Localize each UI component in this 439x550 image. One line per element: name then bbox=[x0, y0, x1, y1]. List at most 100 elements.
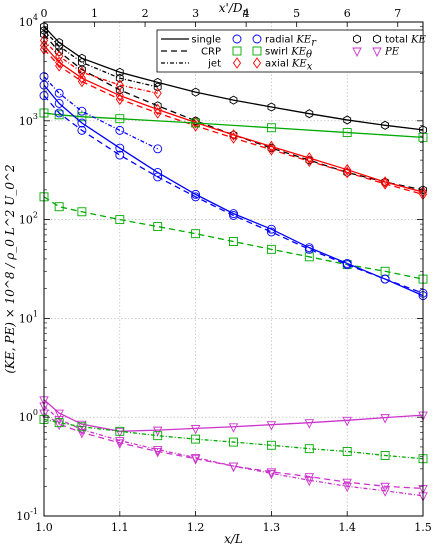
top-tick-label: 0 bbox=[41, 7, 48, 20]
triangle_down-marker bbox=[342, 416, 352, 427]
y-axis-label: (KE, PE) × 10^8 / ρ_0 L^2 U_0^2 bbox=[3, 164, 17, 373]
triangle_down-marker bbox=[266, 469, 277, 480]
y-tick-label: 10-1 bbox=[16, 507, 38, 523]
hexagon-marker bbox=[229, 130, 238, 140]
square-marker bbox=[380, 451, 390, 460]
legend-box bbox=[156, 29, 424, 73]
legend-style-label: CRP bbox=[201, 47, 221, 58]
series-line bbox=[43, 48, 424, 196]
triangle_down-marker bbox=[54, 409, 64, 420]
hexagon-marker bbox=[115, 67, 124, 77]
diamond-marker bbox=[153, 103, 162, 116]
square-marker bbox=[115, 215, 125, 225]
top-x-axis-label: x'/Dp bbox=[219, 1, 249, 18]
square-marker bbox=[266, 244, 276, 254]
top-tick-label: 4 bbox=[243, 7, 250, 20]
hexagon-marker bbox=[77, 57, 86, 67]
square-marker bbox=[266, 440, 276, 450]
series-jet bbox=[39, 402, 428, 502]
circle-marker bbox=[266, 227, 276, 237]
square-marker bbox=[191, 229, 201, 239]
legend-style-label: single bbox=[191, 35, 221, 46]
hexagon-marker bbox=[153, 82, 162, 92]
diamond-marker bbox=[153, 87, 162, 100]
hexagon-marker bbox=[77, 53, 86, 63]
square-marker bbox=[54, 418, 64, 428]
hexagon-marker bbox=[305, 109, 314, 119]
series-jet bbox=[39, 414, 428, 464]
triangle_down-marker bbox=[352, 47, 362, 58]
circle-marker bbox=[252, 34, 262, 44]
square-marker bbox=[191, 118, 201, 128]
circle-marker bbox=[380, 274, 390, 284]
circle-marker bbox=[77, 118, 87, 128]
triangle_down-marker bbox=[304, 476, 315, 487]
triangle_down-marker bbox=[380, 482, 390, 493]
x-tick-label: 1.2 bbox=[187, 521, 205, 534]
series-line bbox=[43, 26, 424, 131]
square-marker bbox=[304, 444, 314, 454]
circle-marker bbox=[77, 125, 87, 135]
top-tick-label: 2 bbox=[142, 7, 149, 20]
y-tick-label: 102 bbox=[19, 211, 38, 227]
hexagon-marker bbox=[55, 41, 64, 51]
hexagon-marker bbox=[381, 177, 390, 187]
legend-component-label: axial KEx bbox=[265, 59, 313, 73]
circle-marker bbox=[115, 150, 125, 160]
square-marker bbox=[342, 447, 352, 456]
square-marker bbox=[304, 252, 314, 262]
top-tick-label: 5 bbox=[293, 7, 300, 20]
legend-component-label: PE bbox=[384, 47, 400, 58]
series-jet bbox=[39, 34, 162, 100]
series-line bbox=[43, 40, 158, 94]
legend-component-label: swirl KEθ bbox=[265, 47, 312, 61]
y-tick-label: 101 bbox=[19, 309, 38, 325]
top-tick-label: 7 bbox=[394, 7, 401, 20]
diamond-marker bbox=[55, 56, 64, 69]
triangle_down-marker bbox=[152, 426, 163, 437]
diamond-marker bbox=[305, 155, 314, 167]
square-marker bbox=[115, 426, 125, 436]
legend-style-label: jet bbox=[207, 59, 221, 70]
diamond-marker bbox=[381, 178, 390, 190]
legend-component-label: radial KEr bbox=[265, 35, 317, 49]
series-line bbox=[43, 405, 424, 497]
hexagon-marker bbox=[381, 120, 390, 130]
square-marker bbox=[229, 437, 238, 447]
triangle_down-marker bbox=[77, 420, 87, 431]
plot-frame bbox=[43, 21, 424, 517]
diamond-marker bbox=[77, 75, 86, 88]
diamond-marker bbox=[343, 163, 352, 176]
x-tick-label: 1.1 bbox=[111, 521, 129, 534]
circle-marker bbox=[232, 34, 242, 44]
x-tick-label: 1.0 bbox=[35, 521, 53, 534]
series-single bbox=[39, 80, 428, 301]
y-tick-label: 104 bbox=[19, 13, 38, 29]
hexagon-marker bbox=[229, 95, 238, 105]
series-crp bbox=[39, 192, 428, 284]
diamond-marker bbox=[77, 66, 86, 79]
diamond-marker bbox=[191, 116, 200, 129]
triangle_down-marker bbox=[228, 423, 239, 433]
hexagon-marker bbox=[267, 102, 276, 112]
x-tick-label: 1.5 bbox=[414, 521, 432, 534]
circle-marker bbox=[54, 108, 64, 118]
series-line bbox=[43, 84, 424, 297]
series-line bbox=[43, 418, 424, 460]
diamond-marker bbox=[305, 152, 314, 164]
data-series bbox=[39, 22, 428, 502]
triangle_down-marker bbox=[380, 487, 390, 497]
circle-marker bbox=[77, 106, 87, 116]
circle-marker bbox=[54, 88, 64, 98]
x-tick-label: 1.3 bbox=[263, 521, 281, 534]
square-marker bbox=[342, 128, 352, 138]
triangle_down-marker bbox=[228, 462, 239, 473]
triangle_down-marker bbox=[372, 47, 382, 58]
diamond-marker bbox=[252, 57, 262, 69]
circle-marker bbox=[54, 98, 64, 108]
series-line bbox=[43, 399, 424, 432]
square-marker bbox=[232, 46, 242, 56]
diamond-marker bbox=[229, 132, 238, 144]
